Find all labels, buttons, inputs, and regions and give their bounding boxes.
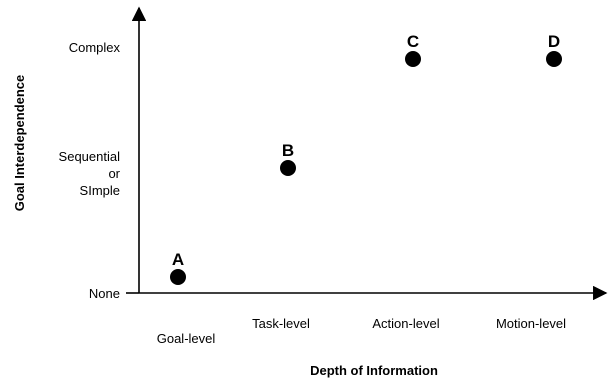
point-label-d: D xyxy=(548,32,560,51)
y-tick-sequential-line-1: Sequential xyxy=(59,149,121,164)
point-d xyxy=(546,51,562,67)
y-tick-sequential-line-3: SImple xyxy=(80,183,120,198)
y-axis-title: Goal Interdependence xyxy=(12,75,27,212)
point-b xyxy=(280,160,296,176)
y-tick-complex: Complex xyxy=(69,40,121,55)
x-tick-task-level: Task-level xyxy=(252,316,310,331)
x-axis-title: Depth of Information xyxy=(310,363,438,378)
x-tick-action-level: Action-level xyxy=(372,316,439,331)
x-tick-motion-level: Motion-level xyxy=(496,316,566,331)
point-label-a: A xyxy=(172,250,184,269)
x-tick-goal-level: Goal-level xyxy=(157,331,216,346)
y-tick-sequential-line-2: or xyxy=(108,166,120,181)
point-c xyxy=(405,51,421,67)
point-a xyxy=(170,269,186,285)
y-tick-none: None xyxy=(89,286,120,301)
point-label-b: B xyxy=(282,141,294,160)
point-label-c: C xyxy=(407,32,419,51)
